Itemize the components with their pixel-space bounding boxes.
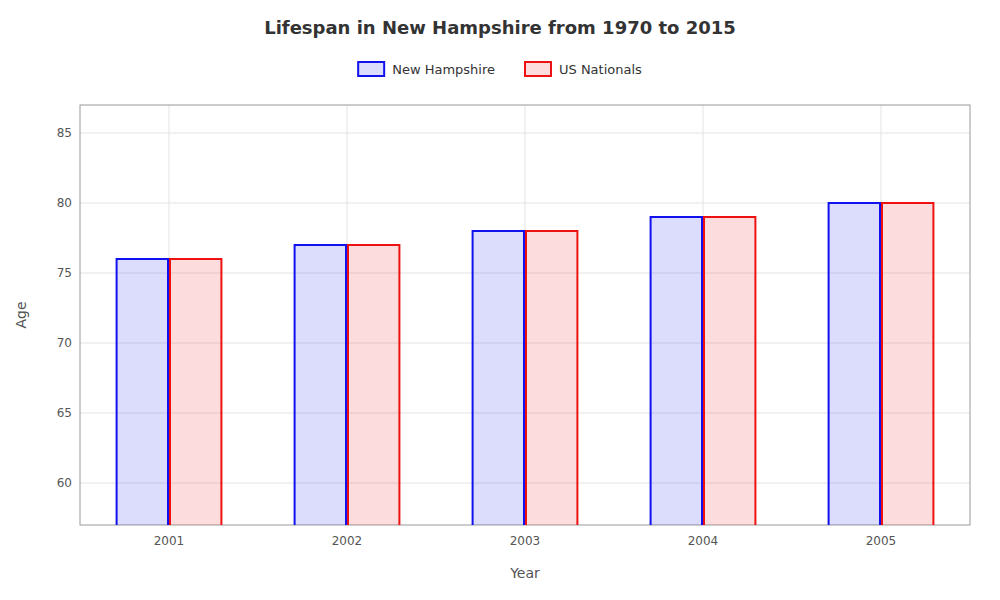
y-tick-label: 70 xyxy=(57,336,72,350)
bar xyxy=(651,217,702,525)
y-tick-label: 85 xyxy=(57,126,72,140)
chart-svg: 60 65 70 75 80 85 2001 2002 2003 2004 2005 Year Age L… xyxy=(0,0,1000,600)
bar xyxy=(473,231,524,525)
x-tick-label: 2003 xyxy=(510,534,541,548)
bar xyxy=(829,203,880,525)
x-axis-title: Year xyxy=(509,565,540,581)
x-tick-label: 2004 xyxy=(688,534,719,548)
bars xyxy=(117,203,934,525)
legend: New Hampshire US Nationals xyxy=(358,62,642,77)
bar xyxy=(170,259,221,525)
bar xyxy=(117,259,168,525)
x-axis: 2001 2002 2003 2004 2005 xyxy=(154,534,897,548)
bar xyxy=(526,231,577,525)
bar xyxy=(295,245,346,525)
legend-swatch xyxy=(358,62,384,76)
y-tick-label: 75 xyxy=(57,266,72,280)
bar xyxy=(882,203,933,525)
chart-container: 60 65 70 75 80 85 2001 2002 2003 2004 2005 Year Age L… xyxy=(0,0,1000,600)
legend-item: US Nationals xyxy=(525,62,642,77)
x-tick-label: 2002 xyxy=(332,534,363,548)
title: Lifespan in New Hampshire from 1970 to 2… xyxy=(264,17,736,38)
x-tick-label: 2001 xyxy=(154,534,185,548)
legend-swatch xyxy=(525,62,551,76)
bar xyxy=(348,245,399,525)
legend-label: New Hampshire xyxy=(392,62,495,77)
y-tick-label: 60 xyxy=(57,476,72,490)
legend-item: New Hampshire xyxy=(358,62,495,77)
y-axis-title: Age xyxy=(13,301,29,328)
y-axis: 60 65 70 75 80 85 xyxy=(57,126,72,490)
y-tick-label: 65 xyxy=(57,406,72,420)
legend-label: US Nationals xyxy=(559,62,642,77)
bar xyxy=(704,217,755,525)
x-tick-label: 2005 xyxy=(866,534,897,548)
y-tick-label: 80 xyxy=(57,196,72,210)
